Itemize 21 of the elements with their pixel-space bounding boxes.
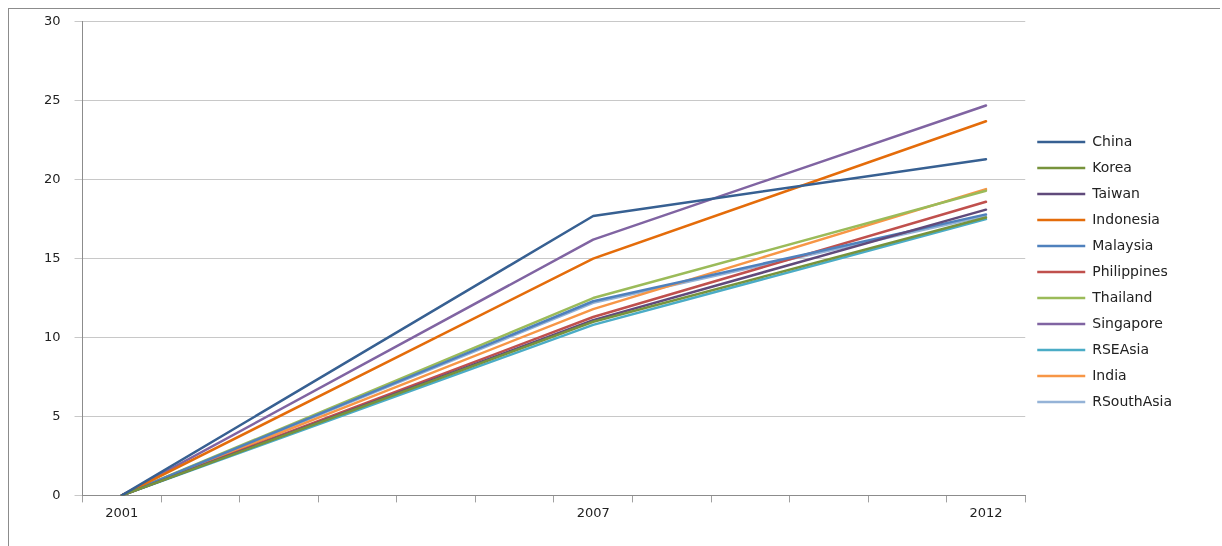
y-tick-label: 25	[44, 92, 61, 108]
legend-label: Singapore	[1092, 314, 1163, 331]
legend-label: RSEAsia	[1092, 340, 1150, 357]
legend-label: Philippines	[1092, 262, 1168, 279]
legend-label: China	[1092, 132, 1133, 149]
x-tick-label: 2007	[576, 504, 610, 520]
legend-label: Malaysia	[1092, 236, 1154, 253]
legend-label: RSouthAsia	[1092, 392, 1173, 409]
legend-label: Indonesia	[1092, 210, 1160, 227]
legend-label: Thailand	[1091, 288, 1153, 305]
legend-label: India	[1092, 366, 1127, 383]
x-tick-label: 2001	[105, 504, 139, 520]
y-tick-label: 0	[52, 486, 61, 502]
legend-label: Korea	[1092, 158, 1132, 175]
y-tick-label: 5	[52, 407, 61, 423]
y-tick-label: 30	[44, 13, 61, 29]
legend-label: Taiwan	[1091, 184, 1140, 201]
x-tick-label: 2012	[969, 504, 1003, 520]
y-tick-label: 20	[44, 171, 61, 187]
y-tick-label: 10	[44, 328, 61, 344]
y-tick-label: 15	[44, 249, 61, 265]
